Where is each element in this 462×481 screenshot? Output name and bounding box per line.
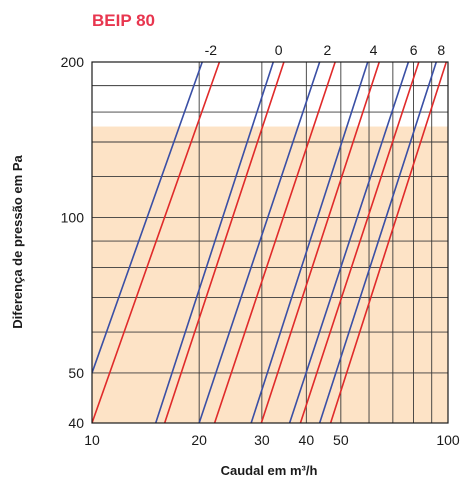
line-label: 0: [275, 42, 283, 58]
series-line-4: [250, 62, 369, 423]
series-line--2: [92, 62, 221, 423]
line-label: 8: [437, 42, 445, 58]
x-tick-label: 20: [191, 432, 207, 448]
line-label: 4: [370, 42, 378, 58]
chart-title: BEIP 80: [92, 11, 155, 30]
line-label: 6: [410, 42, 418, 58]
line-label: -2: [205, 42, 218, 58]
series-line-2: [198, 62, 321, 423]
y-tick-labels: 40 50 100 200: [61, 54, 85, 431]
y-tick-label: 100: [61, 209, 85, 225]
series-line-8: [329, 62, 448, 423]
plot-frame: [91, 61, 449, 424]
line-label: 2: [324, 42, 332, 58]
series-line-4: [260, 62, 381, 423]
series-line-8: [318, 62, 438, 423]
series-line-0: [163, 62, 285, 423]
line-labels: -2 0 2 4 6 8: [205, 42, 446, 58]
series-line-6: [288, 62, 410, 423]
x-tick-label: 50: [333, 432, 349, 448]
x-tick-label: 30: [254, 432, 270, 448]
y-tick-label: 40: [68, 415, 84, 431]
y-tick-label: 200: [61, 54, 85, 70]
y-tick-label: 50: [68, 365, 84, 381]
x-axis-label: Caudal em m³/h: [221, 463, 318, 478]
x-tick-label: 10: [84, 432, 100, 448]
series-line-6: [299, 62, 420, 423]
series-line--2: [92, 62, 203, 374]
x-tick-label: 40: [299, 432, 315, 448]
y-axis-label: Diferença de pressão em Pa: [10, 155, 25, 329]
shaded-band: [92, 126, 448, 423]
series-line-2: [213, 62, 336, 423]
x-tick-labels: 10 20 30 40 50 100: [84, 432, 460, 448]
plot-border: [91, 61, 449, 424]
series-line-0: [154, 62, 275, 423]
x-tick-label: 100: [436, 432, 460, 448]
series-lines: [92, 62, 448, 423]
